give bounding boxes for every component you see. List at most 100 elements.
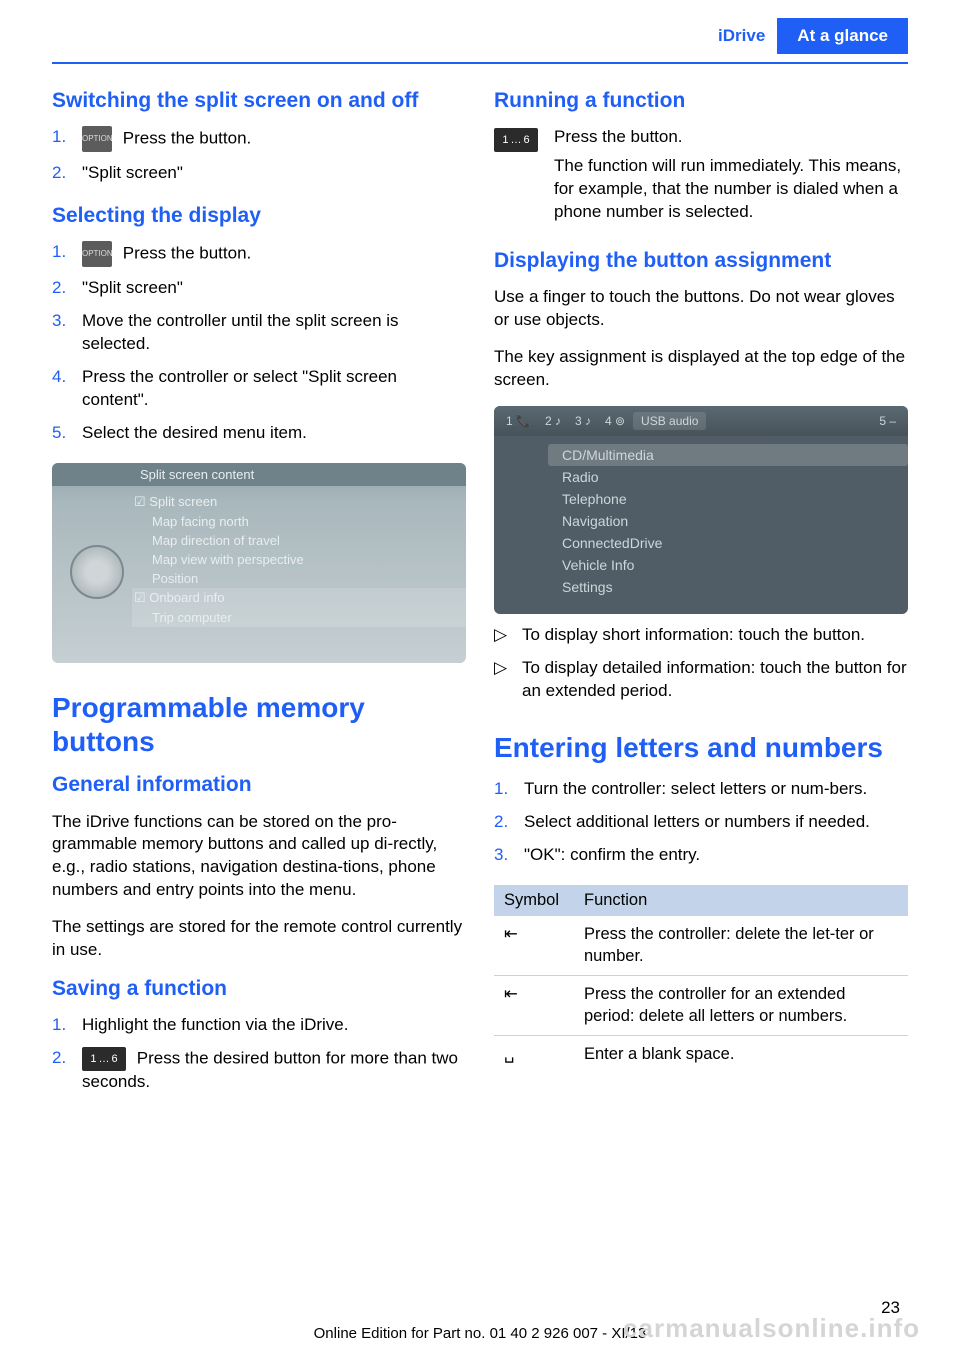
tab: 5 – bbox=[873, 414, 902, 428]
tab: 2 ♪ bbox=[539, 414, 567, 428]
screenshot-tabs: 1 📞 2 ♪ 3 ♪ 4 ⊚ USB audio 5 – bbox=[494, 406, 908, 436]
step-text: Move the controller until the split scre… bbox=[82, 310, 466, 356]
heading-general-info: General information bbox=[52, 772, 466, 798]
step-number: 3. bbox=[52, 310, 72, 356]
step-text: Highlight the function via the iDrive. bbox=[82, 1014, 466, 1037]
menu-item: ConnectedDrive bbox=[562, 532, 908, 554]
step-number: 1. bbox=[52, 126, 72, 152]
step-label: Press the desired button for more than t… bbox=[82, 1049, 458, 1092]
step: 1. OPTION Press the button. bbox=[52, 126, 466, 152]
menu-item: Radio bbox=[562, 466, 908, 488]
option-button-icon: OPTION bbox=[82, 241, 112, 267]
menu-item: Vehicle Info bbox=[562, 554, 908, 576]
idrive-screenshot-main-menu: 1 📞 2 ♪ 3 ♪ 4 ⊚ USB audio 5 – CD/Multime… bbox=[494, 406, 908, 614]
option-button-icon: OPTION bbox=[82, 126, 112, 152]
menu-item: Settings bbox=[562, 576, 908, 598]
step: 3. Move the controller until the split s… bbox=[52, 310, 466, 356]
content-columns: Switching the split screen on and off 1.… bbox=[0, 64, 960, 1112]
step-number: 1. bbox=[52, 1014, 72, 1037]
menu-item: Trip computer bbox=[132, 608, 466, 627]
step: 2. "Split screen" bbox=[52, 162, 466, 185]
step-number: 5. bbox=[52, 422, 72, 445]
paragraph: The iDrive functions can be stored on th… bbox=[52, 811, 466, 903]
idrive-screenshot-split-screen: Split screen content Split screen Map fa… bbox=[52, 463, 466, 663]
step-text: OPTION Press the button. bbox=[82, 241, 466, 267]
step: 2. "Split screen" bbox=[52, 277, 466, 300]
header-category: At a glance bbox=[777, 18, 908, 54]
step-label: Press the button. bbox=[123, 244, 252, 263]
tab-selected: USB audio bbox=[633, 412, 706, 430]
bullet: ▷ To display detailed information: touch… bbox=[494, 657, 908, 703]
header-section: iDrive bbox=[718, 18, 765, 54]
paragraph: The settings are stored for the remote c… bbox=[52, 916, 466, 962]
step-number: 1. bbox=[52, 241, 72, 267]
step-text: Press the controller or select "Split sc… bbox=[82, 366, 466, 412]
step: 3. "OK": confirm the entry. bbox=[494, 844, 908, 867]
step-text: Select additional letters or numbers if … bbox=[524, 811, 908, 834]
right-column: Running a function 1…6 Press the button.… bbox=[494, 88, 908, 1112]
paragraph: The key assignment is displayed at the t… bbox=[494, 346, 908, 392]
saving-steps: 1. Highlight the function via the iDrive… bbox=[52, 1014, 466, 1094]
heading-entering: Entering letters and numbers bbox=[494, 731, 908, 765]
bullet: ▷ To display short information: touch th… bbox=[494, 624, 908, 647]
step-number: 2. bbox=[52, 162, 72, 185]
step: 1. Turn the controller: select letters o… bbox=[494, 778, 908, 801]
step: 2. 1…6 Press the desired button for more… bbox=[52, 1047, 466, 1094]
heading-running: Running a function bbox=[494, 88, 908, 114]
step-number: 4. bbox=[52, 366, 72, 412]
tab: 1 📞 bbox=[500, 414, 537, 428]
running-block: 1…6 Press the button. The function will … bbox=[494, 126, 908, 224]
selecting-steps: 1. OPTION Press the button. 2. "Split sc… bbox=[52, 241, 466, 445]
paragraph: Use a finger to touch the buttons. Do no… bbox=[494, 286, 908, 332]
heading-selecting: Selecting the display bbox=[52, 203, 466, 229]
menu-item-selected: Onboard info bbox=[132, 588, 466, 608]
step-number: 1. bbox=[494, 778, 514, 801]
step-text: "Split screen" bbox=[82, 277, 466, 300]
heading-saving: Saving a function bbox=[52, 976, 466, 1002]
page-header: iDrive At a glance bbox=[0, 0, 960, 54]
menu-item: Map direction of travel bbox=[152, 531, 466, 550]
screenshot-title: Split screen content bbox=[52, 463, 466, 486]
step-text: 1…6 Press the desired button for more th… bbox=[82, 1047, 466, 1094]
memory-buttons-icon: 1…6 bbox=[82, 1047, 126, 1071]
step-text: Turn the controller: select letters or n… bbox=[524, 778, 908, 801]
step-text: Select the desired menu item. bbox=[82, 422, 466, 445]
bullet-text: To display short information: touch the … bbox=[522, 624, 908, 647]
menu-item: Navigation bbox=[562, 510, 908, 532]
step-number: 3. bbox=[494, 844, 514, 867]
symbol-cell: ␣ bbox=[494, 1035, 574, 1073]
step: 1. OPTION Press the button. bbox=[52, 241, 466, 267]
step: 5. Select the desired menu item. bbox=[52, 422, 466, 445]
entering-steps: 1. Turn the controller: select letters o… bbox=[494, 778, 908, 867]
step-number: 2. bbox=[494, 811, 514, 834]
step-text: OPTION Press the button. bbox=[82, 126, 466, 152]
switching-steps: 1. OPTION Press the button. 2. "Split sc… bbox=[52, 126, 466, 185]
paragraph: The function will run immediately. This … bbox=[554, 155, 908, 224]
symbol-function-table: Symbol Function ⇤ Press the controller: … bbox=[494, 885, 908, 1073]
symbol-cell: ⇤ bbox=[494, 976, 574, 1036]
symbol-cell: ⇤ bbox=[494, 916, 574, 975]
heading-memory-buttons: Programmable memory buttons bbox=[52, 691, 466, 758]
screenshot-menu-list: CD/Multimedia Radio Telephone Navigation… bbox=[494, 436, 908, 606]
triangle-bullet-icon: ▷ bbox=[494, 657, 512, 703]
tab: 4 ⊚ bbox=[599, 414, 631, 428]
step-number: 2. bbox=[52, 277, 72, 300]
watermark: carmanualsonline.info bbox=[623, 1313, 920, 1344]
step: 2. Select additional letters or numbers … bbox=[494, 811, 908, 834]
table-row: ⇤ Press the controller for an extended p… bbox=[494, 976, 908, 1036]
table-header-row: Symbol Function bbox=[494, 885, 908, 916]
table-header: Function bbox=[574, 885, 908, 916]
menu-item: Telephone bbox=[562, 488, 908, 510]
step: 1. Highlight the function via the iDrive… bbox=[52, 1014, 466, 1037]
menu-item: Map facing north bbox=[152, 512, 466, 531]
step-text: "OK": confirm the entry. bbox=[524, 844, 908, 867]
table-row: ⇤ Press the controller: delete the let‐t… bbox=[494, 916, 908, 975]
function-cell: Enter a blank space. bbox=[574, 1035, 908, 1073]
display-bullets: ▷ To display short information: touch th… bbox=[494, 624, 908, 703]
left-column: Switching the split screen on and off 1.… bbox=[52, 88, 466, 1112]
heading-switching: Switching the split screen on and off bbox=[52, 88, 466, 114]
step-text: "Split screen" bbox=[82, 162, 466, 185]
table-header: Symbol bbox=[494, 885, 574, 916]
step-number: 2. bbox=[52, 1047, 72, 1094]
tab: 3 ♪ bbox=[569, 414, 597, 428]
